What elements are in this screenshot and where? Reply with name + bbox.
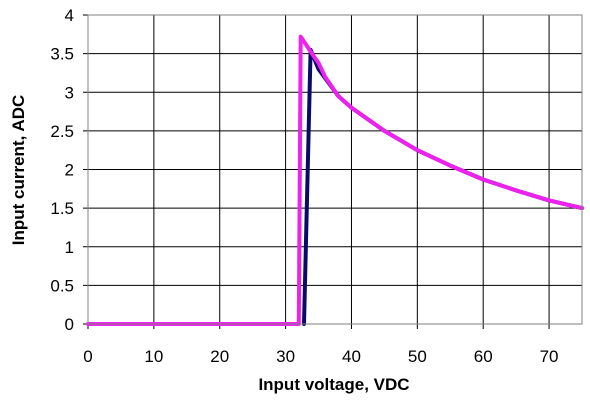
y-tick-label: 3: [65, 83, 74, 102]
y-axis-title: Input current, ADC: [9, 95, 28, 245]
tick-labels: 0 10 20 30 40 50 60 70 0 0.5 1 1.5 2 2.5 3 3.5 4: [50, 6, 558, 366]
y-tick-label: 0: [65, 315, 74, 334]
grid: [83, 14, 582, 329]
x-axis-title: Input voltage, VDC: [258, 375, 409, 394]
x-tick-label: 30: [276, 347, 295, 366]
y-tick-label: 3.5: [50, 45, 74, 64]
y-tick-label: 1: [65, 238, 74, 257]
y-tick-label: 1.5: [50, 199, 74, 218]
series-line-1: [302, 47, 584, 326]
series-group: [86, 34, 584, 326]
x-tick-label: 50: [408, 347, 427, 366]
x-tick-label: 40: [342, 347, 361, 366]
x-tick-label: 10: [144, 347, 163, 366]
x-tick-label: 70: [540, 347, 559, 366]
x-tick-label: 60: [474, 347, 493, 366]
series-line-2: [86, 34, 584, 326]
x-tick-label: 20: [210, 347, 229, 366]
y-tick-label: 2: [65, 161, 74, 180]
plot-frame: [87, 14, 583, 325]
y-tick-label: 4: [65, 6, 74, 25]
y-tick-label: 2.5: [50, 122, 74, 141]
y-tick-label: 0.5: [50, 276, 74, 295]
x-tick-label: 0: [83, 347, 92, 366]
